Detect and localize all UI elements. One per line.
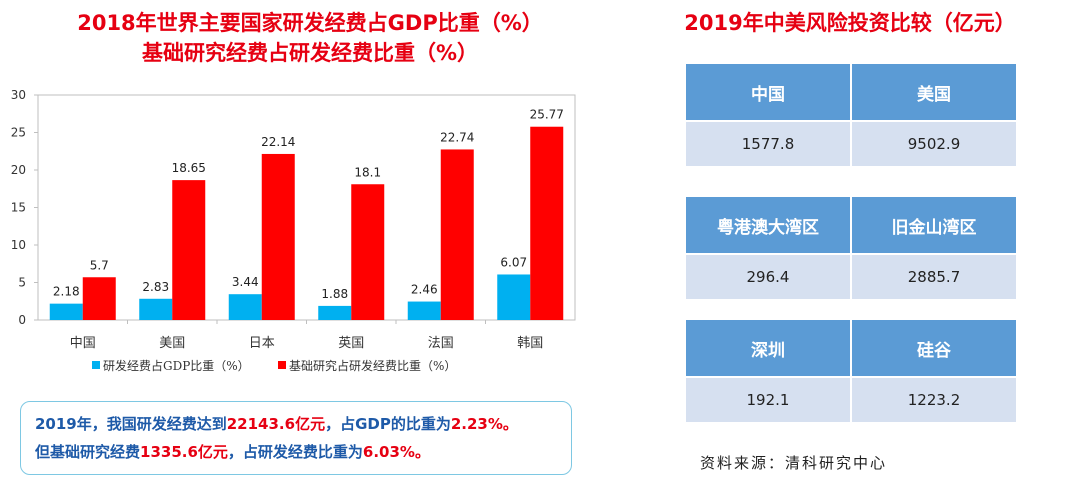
x-category-label: 英国 <box>338 336 364 351</box>
data-label: 22.14 <box>261 135 295 149</box>
vc-table-bay-areas: 粤港澳大湾区 旧金山湾区 296.4 2885.7 <box>686 197 1016 299</box>
table-cell: 9502.9 <box>852 122 1016 166</box>
x-category-label: 日本 <box>249 336 275 351</box>
table-header-cell: 美国 <box>852 64 1016 120</box>
data-label: 22.74 <box>440 130 474 144</box>
bar-basic-research-2 <box>261 153 295 320</box>
bar-basic-research-3 <box>351 184 385 320</box>
bar-basic-research-4 <box>440 149 474 320</box>
legend-label-basic-research: 基础研究占研发经费比重（%） <box>289 358 456 373</box>
table-header-cell: 硅谷 <box>852 320 1016 376</box>
table-row: 1577.8 9502.9 <box>686 120 1016 166</box>
note-highlight: 1335.6亿元 <box>140 443 228 461</box>
y-tick-label: 30 <box>11 88 26 102</box>
table-cell: 1223.2 <box>852 378 1016 422</box>
data-label: 1.88 <box>321 287 348 301</box>
legend-label-rd-gdp: 研发经费占GDP比重（%） <box>103 358 250 373</box>
chart-title-line1: 2018年世界主要国家研发经费占GDP比重（%） <box>77 11 543 35</box>
table-header-row: 中国 美国 <box>686 64 1016 120</box>
y-tick-label: 0 <box>18 313 26 327</box>
table-header-row: 深圳 硅谷 <box>686 320 1016 376</box>
note-highlight: 2.23%。 <box>450 415 518 433</box>
table-row: 296.4 2885.7 <box>686 253 1016 299</box>
table-cell: 2885.7 <box>852 255 1016 299</box>
plot-frame <box>37 94 576 321</box>
note-text: ，占GDP的比重为 <box>325 415 451 433</box>
bar-rd-gdp-2 <box>228 294 262 320</box>
y-tick-label: 20 <box>11 163 26 177</box>
bar-rd-gdp-0 <box>49 303 83 320</box>
data-label: 2.46 <box>411 283 438 297</box>
rd-bar-chart: 0 5 10 15 20 25 30 2.18 5.7 中国 2.83 18.65 美国 3.44 22.1… <box>11 88 576 373</box>
table-cell: 1577.8 <box>686 122 852 166</box>
summary-line-1: 2019年，我国研发经费达到22143.6亿元，占GDP的比重为2.23%。 <box>35 410 557 438</box>
note-text: ，占研发经费比重为 <box>227 443 363 461</box>
bar-rd-gdp-1 <box>139 298 173 320</box>
data-label: 5.7 <box>90 258 109 272</box>
x-category-label: 美国 <box>159 336 185 351</box>
note-highlight: 22143.6亿元 <box>226 415 326 433</box>
chart-title-line2: 基础研究经费占研发经费比重（%） <box>141 41 479 65</box>
data-label: 2.83 <box>142 280 169 294</box>
table-header-cell: 中国 <box>686 64 852 120</box>
bar-rd-gdp-4 <box>407 301 441 320</box>
y-tick-label: 10 <box>11 238 26 252</box>
table-header-cell: 旧金山湾区 <box>852 197 1016 253</box>
note-text: 但基础研究经费 <box>35 443 141 461</box>
data-label: 18.1 <box>354 165 381 179</box>
data-label: 6.07 <box>500 255 527 269</box>
bar-rd-gdp-5 <box>497 274 531 320</box>
legend-swatch-basic-research <box>278 361 286 369</box>
y-tick-label: 15 <box>11 201 26 215</box>
table-header-row: 粤港澳大湾区 旧金山湾区 <box>686 197 1016 253</box>
bar-basic-research-1 <box>172 180 206 320</box>
y-tick-label: 25 <box>11 126 26 140</box>
note-highlight: 6.03%。 <box>362 443 430 461</box>
x-category-label: 韩国 <box>517 336 543 351</box>
vc-comparison-title: 2019年中美风险投资比较（亿元） <box>684 11 1016 35</box>
data-label: 18.65 <box>172 161 206 175</box>
data-label: 25.77 <box>530 108 564 122</box>
x-category-label: 法国 <box>428 336 454 351</box>
y-tick-label: 5 <box>18 276 26 290</box>
summary-note: 2019年，我国研发经费达到22143.6亿元，占GDP的比重为2.23%。 但… <box>20 401 572 475</box>
bar-rd-gdp-3 <box>318 305 352 320</box>
source-note: 资料来源：清科研究中心 <box>700 454 888 472</box>
x-category-label: 中国 <box>70 336 96 351</box>
table-header-cell: 深圳 <box>686 320 852 376</box>
note-text: 2019年，我国研发经费达到 <box>35 415 227 433</box>
bar-basic-research-5 <box>530 126 564 320</box>
legend-swatch-rd-gdp <box>92 361 100 369</box>
bar-basic-research-0 <box>82 277 116 320</box>
data-label: 2.18 <box>53 285 80 299</box>
chart-title: 2018年世界主要国家研发经费占GDP比重（%） 基础研究经费占研发经费比重（%… <box>30 8 590 68</box>
table-cell: 192.1 <box>686 378 852 422</box>
data-label: 3.44 <box>232 275 259 289</box>
table-row: 192.1 1223.2 <box>686 376 1016 422</box>
summary-line-2: 但基础研究经费1335.6亿元，占研发经费比重为6.03%。 <box>35 438 557 466</box>
table-cell: 296.4 <box>686 255 852 299</box>
vc-table-shenzhen-siliconvalley: 深圳 硅谷 192.1 1223.2 <box>686 320 1016 422</box>
vc-table-china-us: 中国 美国 1577.8 9502.9 <box>686 64 1016 166</box>
table-header-cell: 粤港澳大湾区 <box>686 197 852 253</box>
